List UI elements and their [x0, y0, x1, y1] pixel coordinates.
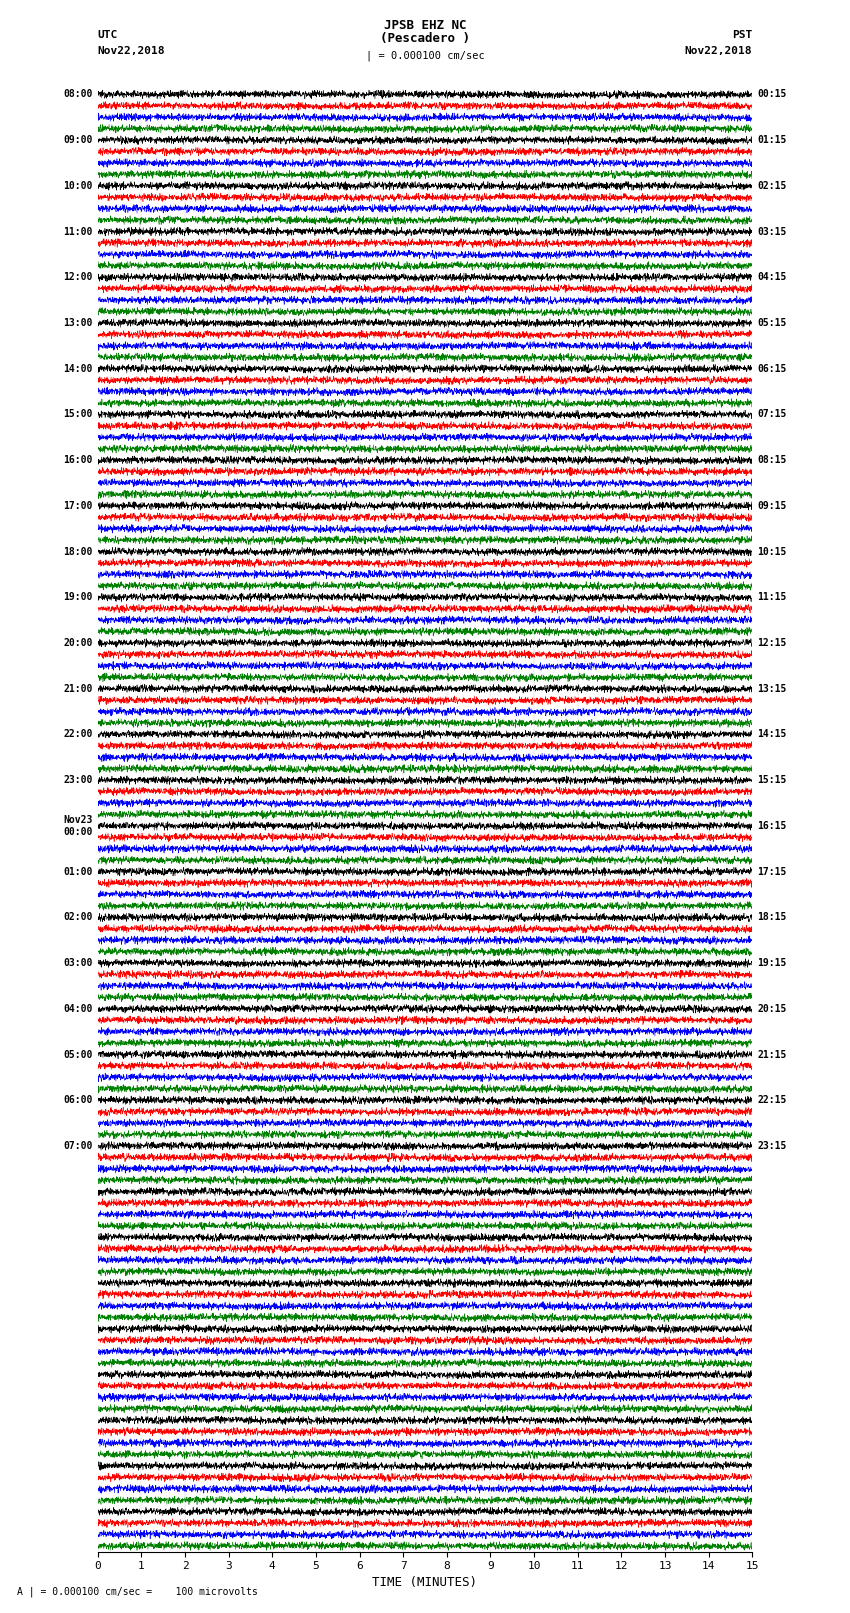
Text: 09:00: 09:00 — [63, 135, 93, 145]
Text: (Pescadero ): (Pescadero ) — [380, 32, 470, 45]
Text: 11:00: 11:00 — [63, 226, 93, 237]
Text: 22:15: 22:15 — [757, 1095, 787, 1105]
Text: 12:00: 12:00 — [63, 273, 93, 282]
Text: 04:00: 04:00 — [63, 1003, 93, 1015]
Text: 22:00: 22:00 — [63, 729, 93, 739]
Text: 20:00: 20:00 — [63, 639, 93, 648]
Text: 07:00: 07:00 — [63, 1140, 93, 1152]
Text: 19:15: 19:15 — [757, 958, 787, 968]
Text: 13:00: 13:00 — [63, 318, 93, 327]
Text: UTC: UTC — [98, 31, 118, 40]
Text: | = 0.000100 cm/sec: | = 0.000100 cm/sec — [366, 50, 484, 61]
Text: 11:15: 11:15 — [757, 592, 787, 602]
Text: 05:15: 05:15 — [757, 318, 787, 327]
Text: 14:00: 14:00 — [63, 365, 93, 374]
Text: 10:15: 10:15 — [757, 547, 787, 556]
Text: 06:00: 06:00 — [63, 1095, 93, 1105]
Text: PST: PST — [732, 31, 752, 40]
Text: 21:00: 21:00 — [63, 684, 93, 694]
Text: 20:15: 20:15 — [757, 1003, 787, 1015]
Text: 06:15: 06:15 — [757, 365, 787, 374]
Text: 14:15: 14:15 — [757, 729, 787, 739]
Text: 19:00: 19:00 — [63, 592, 93, 602]
Text: 13:15: 13:15 — [757, 684, 787, 694]
Text: 16:15: 16:15 — [757, 821, 787, 831]
Text: Nov22,2018: Nov22,2018 — [98, 47, 165, 56]
Text: 00:15: 00:15 — [757, 89, 787, 100]
Text: 07:15: 07:15 — [757, 410, 787, 419]
Text: 17:15: 17:15 — [757, 866, 787, 876]
Text: 01:15: 01:15 — [757, 135, 787, 145]
Text: 08:15: 08:15 — [757, 455, 787, 465]
Text: A | = 0.000100 cm/sec =    100 microvolts: A | = 0.000100 cm/sec = 100 microvolts — [17, 1586, 258, 1597]
Text: 09:15: 09:15 — [757, 502, 787, 511]
Text: 03:00: 03:00 — [63, 958, 93, 968]
Text: 21:15: 21:15 — [757, 1050, 787, 1060]
Text: Nov23
00:00: Nov23 00:00 — [63, 815, 93, 837]
Text: 18:00: 18:00 — [63, 547, 93, 556]
Text: 05:00: 05:00 — [63, 1050, 93, 1060]
Text: Nov22,2018: Nov22,2018 — [685, 47, 752, 56]
Text: 03:15: 03:15 — [757, 226, 787, 237]
Text: 01:00: 01:00 — [63, 866, 93, 876]
Text: 15:15: 15:15 — [757, 776, 787, 786]
Text: 23:00: 23:00 — [63, 776, 93, 786]
Text: 15:00: 15:00 — [63, 410, 93, 419]
Text: 17:00: 17:00 — [63, 502, 93, 511]
X-axis label: TIME (MINUTES): TIME (MINUTES) — [372, 1576, 478, 1589]
Text: 23:15: 23:15 — [757, 1140, 787, 1152]
Text: 10:00: 10:00 — [63, 181, 93, 190]
Text: 04:15: 04:15 — [757, 273, 787, 282]
Text: 08:00: 08:00 — [63, 89, 93, 100]
Text: 02:00: 02:00 — [63, 913, 93, 923]
Text: 02:15: 02:15 — [757, 181, 787, 190]
Text: 16:00: 16:00 — [63, 455, 93, 465]
Text: 18:15: 18:15 — [757, 913, 787, 923]
Text: JPSB EHZ NC: JPSB EHZ NC — [383, 19, 467, 32]
Text: 12:15: 12:15 — [757, 639, 787, 648]
